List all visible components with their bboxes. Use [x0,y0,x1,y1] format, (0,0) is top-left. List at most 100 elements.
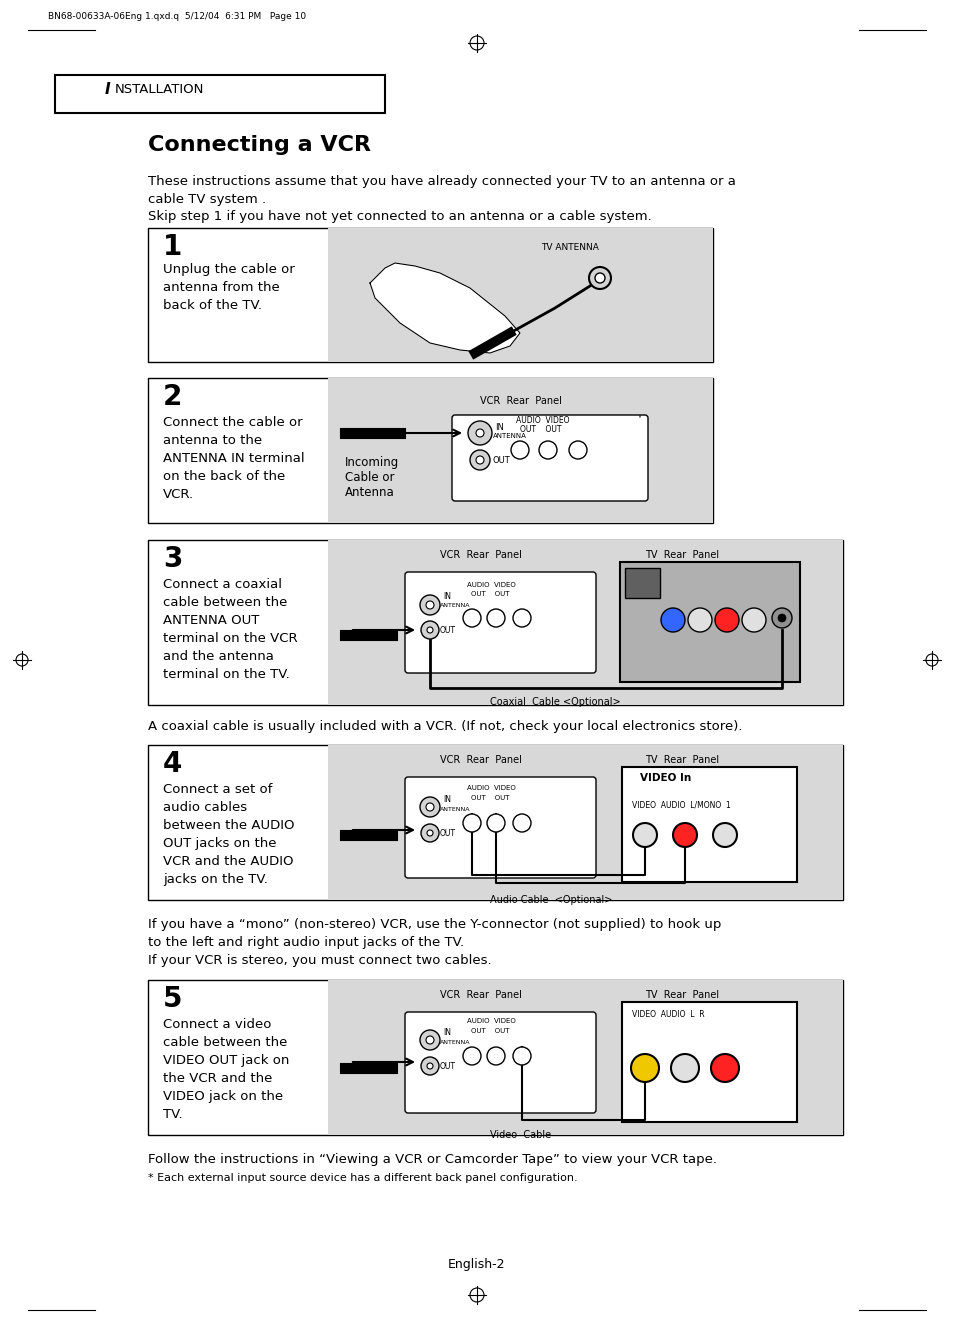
Text: ANTENNA IN terminal: ANTENNA IN terminal [163,452,304,465]
Circle shape [427,831,433,836]
Bar [148,229,712,361]
Text: ANTENNA: ANTENNA [439,807,470,812]
Bar [55,74,385,113]
Text: Video  Cable: Video Cable [490,1130,551,1140]
Text: 3: 3 [163,545,182,573]
Circle shape [476,429,483,437]
Bar [148,540,842,704]
Bar [328,229,712,361]
Bar [148,746,842,900]
Text: Skip step 1 if you have not yet connected to an antenna or a cable system.: Skip step 1 if you have not yet connecte… [148,210,651,223]
Text: If you have a “mono” (non-stereo) VCR, use the Y-connector (not supplied) to hoo: If you have a “mono” (non-stereo) VCR, u… [148,918,720,932]
Text: cable between the: cable between the [163,595,287,609]
Text: VCR  Rear  Panel: VCR Rear Panel [439,550,521,560]
Circle shape [419,595,439,615]
Text: Cable or: Cable or [345,470,395,484]
Text: VCR and the AUDIO: VCR and the AUDIO [163,855,294,868]
Text: ANTENNA OUT: ANTENNA OUT [163,614,259,627]
Text: 5: 5 [163,985,182,1013]
Circle shape [660,607,684,633]
Circle shape [420,824,438,843]
Polygon shape [370,263,519,354]
Text: Incoming: Incoming [345,456,399,469]
Text: to the left and right audio input jacks of the TV.: to the left and right audio input jacks … [148,936,464,949]
Text: VCR  Rear  Panel: VCR Rear Panel [439,990,521,999]
Text: Connect a video: Connect a video [163,1018,271,1031]
Text: cable between the: cable between the [163,1037,287,1049]
Bar [619,562,800,682]
Text: and the antenna: and the antenna [163,650,274,663]
Circle shape [633,823,657,847]
Text: AUDIO  VIDEO: AUDIO VIDEO [467,1018,516,1025]
Text: between the AUDIO: between the AUDIO [163,819,294,832]
Circle shape [462,813,480,832]
Text: TV  Rear  Panel: TV Rear Panel [644,990,719,999]
Text: ANTENNA: ANTENNA [439,1041,470,1045]
Text: VIDEO In: VIDEO In [639,773,691,783]
Text: terminal on the TV.: terminal on the TV. [163,668,290,680]
Text: OUT: OUT [439,626,456,635]
Text: These instructions assume that you have already connected your TV to an antenna : These instructions assume that you have … [148,175,735,187]
Text: TV  Rear  Panel: TV Rear Panel [644,755,719,766]
Circle shape [426,601,434,609]
Text: Connect the cable or: Connect the cable or [163,416,302,429]
Bar [328,540,842,704]
Bar [621,1002,796,1122]
Text: OUT    OUT: OUT OUT [471,795,509,801]
Text: Connecting a VCR: Connecting a VCR [148,136,371,155]
Bar [328,746,842,900]
Circle shape [588,267,610,288]
Circle shape [419,797,439,817]
Text: audio cables: audio cables [163,801,247,813]
Text: terminal on the VCR: terminal on the VCR [163,633,297,645]
Text: IN: IN [495,423,503,432]
Bar [328,979,842,1135]
Circle shape [426,803,434,811]
Circle shape [513,1047,531,1065]
Text: the VCR and the: the VCR and the [163,1073,273,1084]
Text: VIDEO  AUDIO  L  R: VIDEO AUDIO L R [631,1010,704,1019]
FancyBboxPatch shape [452,415,647,501]
Text: VIDEO  AUDIO  L/MONO  1: VIDEO AUDIO L/MONO 1 [631,800,730,809]
Circle shape [778,614,785,622]
Bar [624,567,659,598]
Circle shape [468,421,492,445]
Circle shape [486,813,504,832]
Text: OUT    OUT: OUT OUT [471,591,509,597]
Text: TV ANTENNA: TV ANTENNA [540,243,598,253]
Text: antenna to the: antenna to the [163,435,262,447]
Circle shape [486,1047,504,1065]
Circle shape [672,823,697,847]
Circle shape [427,1063,433,1069]
Circle shape [741,607,765,633]
FancyBboxPatch shape [405,571,596,672]
Circle shape [568,441,586,459]
Circle shape [595,272,604,283]
Text: VIDEO jack on the: VIDEO jack on the [163,1090,283,1103]
Text: OUT    OUT: OUT OUT [471,1029,509,1034]
Text: antenna from the: antenna from the [163,280,279,294]
Text: AUDIO  VIDEO: AUDIO VIDEO [467,785,516,791]
Circle shape [470,451,490,470]
Circle shape [462,609,480,627]
Text: * Each external input source device has a different back panel configuration.: * Each external input source device has … [148,1174,577,1183]
Bar [621,767,796,882]
Circle shape [486,609,504,627]
Circle shape [420,1057,438,1075]
Text: A coaxial cable is usually included with a VCR. (If not, check your local electr: A coaxial cable is usually included with… [148,720,741,734]
Circle shape [538,441,557,459]
Circle shape [712,823,737,847]
Text: If your VCR is stereo, you must connect two cables.: If your VCR is stereo, you must connect … [148,954,491,968]
Text: VCR.: VCR. [163,488,193,501]
Bar [148,979,842,1135]
FancyBboxPatch shape [405,777,596,878]
Circle shape [513,609,531,627]
Circle shape [714,607,739,633]
Text: IN: IN [442,591,451,601]
Text: OUT: OUT [439,1062,456,1071]
Text: 4: 4 [163,750,182,777]
Circle shape [630,1054,659,1082]
Text: IN: IN [442,1029,451,1037]
Text: OUT: OUT [439,829,456,839]
Text: AUDIO  VIDEO: AUDIO VIDEO [467,582,516,587]
